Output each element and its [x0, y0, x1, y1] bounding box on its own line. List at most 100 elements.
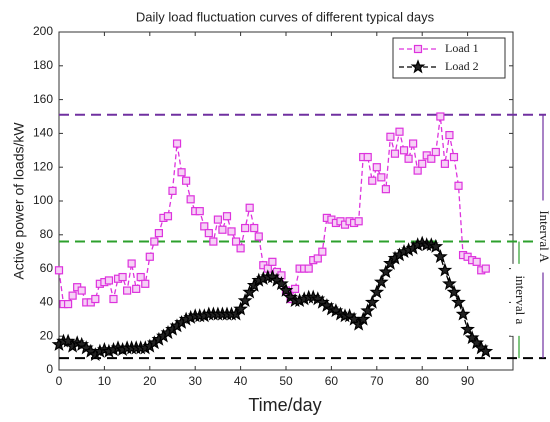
y-tick-label: 180 [33, 58, 53, 72]
marker [231, 237, 241, 246]
x-tick-label: 80 [416, 374, 430, 388]
marker [377, 173, 386, 182]
marker [163, 212, 173, 221]
marker [433, 249, 448, 263]
marker [413, 166, 422, 175]
y-tick-label: 0 [46, 362, 53, 376]
plot-frame [58, 31, 514, 371]
marker [436, 112, 445, 121]
x-axis-label: Time/day [248, 395, 321, 415]
marker [378, 264, 394, 279]
marker [451, 294, 466, 309]
y-tick-label: 20 [40, 328, 54, 342]
marker [145, 252, 154, 261]
legend-marker [410, 59, 426, 74]
y-tick-label: 80 [40, 227, 54, 241]
marker [109, 294, 118, 304]
interval-label-bg [535, 200, 550, 273]
marker [218, 225, 227, 234]
marker [445, 130, 454, 140]
marker [390, 149, 400, 158]
marker [363, 152, 372, 162]
interval-label-bg [511, 263, 527, 336]
marker [274, 276, 289, 291]
marker [386, 132, 395, 141]
marker [368, 176, 377, 185]
marker [132, 284, 141, 293]
interval-label: interval a [513, 275, 528, 324]
marker [442, 276, 457, 291]
marker [200, 222, 209, 231]
marker [318, 247, 327, 256]
marker [91, 294, 100, 304]
marker [54, 266, 64, 275]
x-tick-label: 0 [56, 374, 63, 388]
marker [254, 232, 263, 241]
marker [446, 284, 462, 299]
marker [360, 303, 376, 318]
marker [313, 254, 322, 263]
marker [227, 227, 236, 236]
marker [373, 274, 389, 289]
marker [68, 291, 77, 300]
marker [104, 276, 114, 285]
y-tick-label: 160 [33, 92, 53, 106]
y-axis-label: Active power of loads/kW [11, 122, 27, 280]
x-tick-label: 40 [234, 374, 248, 388]
y-tick-label: 200 [33, 24, 53, 38]
legend-label: Load 1 [445, 41, 479, 55]
marker [177, 168, 186, 177]
marker [204, 229, 213, 238]
marker [355, 311, 371, 326]
marker [278, 282, 294, 297]
y-tick-label: 60 [40, 261, 54, 275]
marker [409, 139, 418, 148]
y-tick-label: 120 [33, 159, 53, 173]
marker [369, 284, 385, 299]
marker [122, 286, 132, 295]
marker [172, 139, 182, 148]
legend-marker [413, 44, 423, 54]
marker [464, 330, 480, 345]
marker [182, 176, 191, 185]
x-tick-label: 10 [98, 374, 112, 388]
marker [440, 159, 449, 168]
marker [418, 159, 427, 168]
marker [449, 152, 459, 162]
marker [455, 306, 471, 321]
marker [141, 279, 150, 288]
legend-label: Load 2 [445, 59, 479, 73]
y-tick-label: 140 [33, 126, 53, 140]
marker [404, 154, 413, 163]
marker [268, 257, 277, 266]
marker [213, 215, 222, 224]
marker [233, 301, 248, 316]
marker [454, 181, 463, 190]
marker [195, 207, 204, 216]
marker [237, 292, 253, 308]
marker [399, 146, 409, 155]
marker [241, 223, 250, 233]
interval-label: Interval A [537, 210, 550, 263]
marker [168, 186, 177, 195]
legend-box [392, 37, 506, 79]
x-tick-label: 60 [325, 374, 339, 388]
marker [209, 237, 218, 246]
marker [118, 272, 127, 282]
marker [427, 154, 436, 163]
marker [481, 264, 490, 273]
marker [304, 264, 313, 273]
marker [250, 223, 259, 233]
x-tick-label: 90 [461, 374, 475, 388]
x-tick-label: 70 [370, 374, 384, 388]
marker [428, 238, 444, 253]
marker [186, 195, 195, 204]
marker [242, 284, 258, 299]
chart-title: Daily load fluctuation curves of differe… [136, 9, 435, 24]
marker [245, 203, 254, 212]
marker [472, 257, 481, 266]
marker [381, 185, 390, 194]
x-tick-label: 20 [143, 374, 157, 388]
x-tick-label: 50 [279, 374, 293, 388]
